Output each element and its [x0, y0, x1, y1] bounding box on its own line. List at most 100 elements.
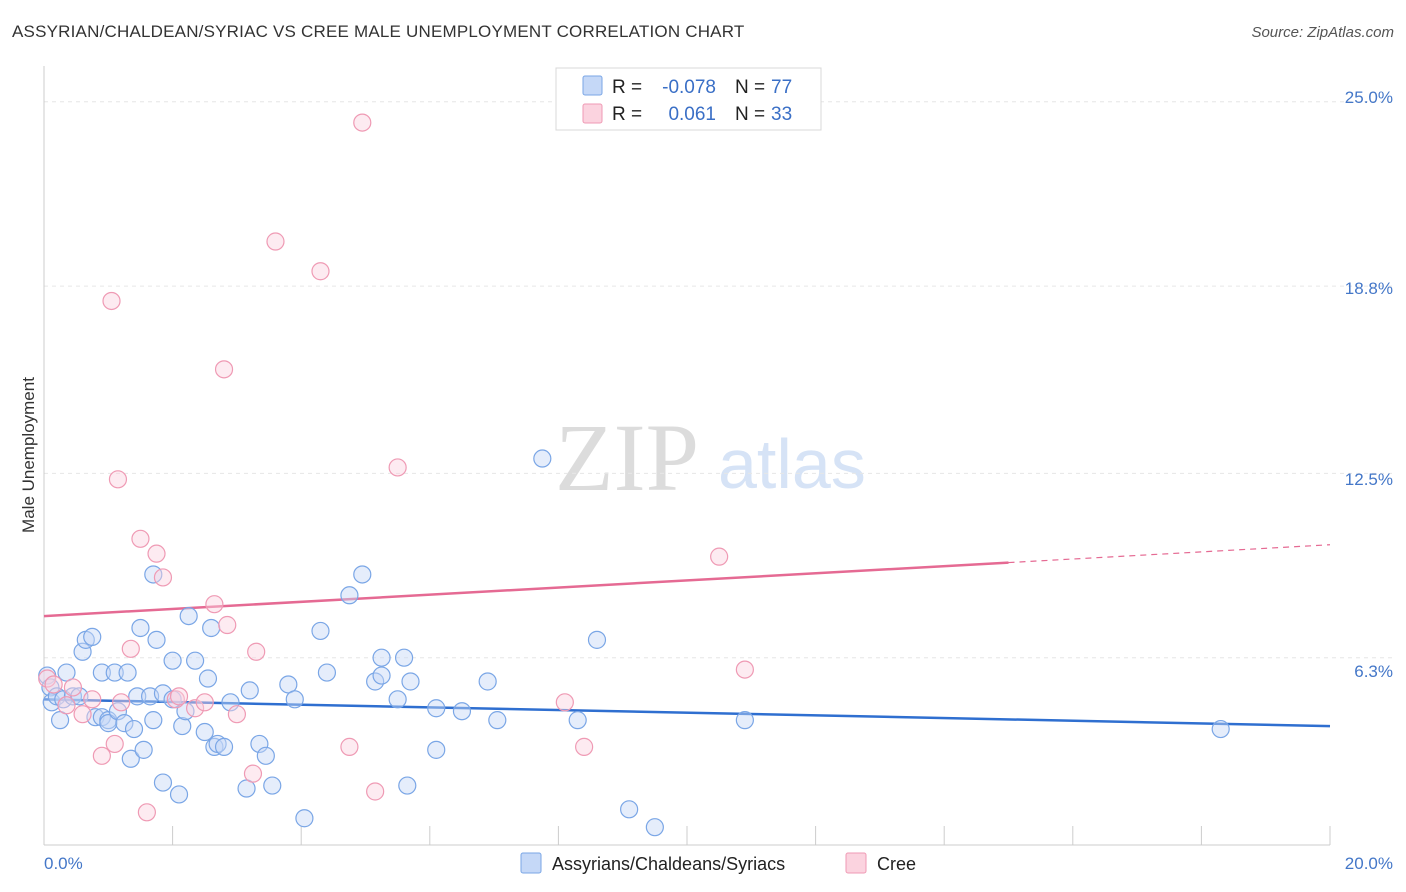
- data-point-pink-7: [102, 291, 121, 311]
- data-point-blue-11: [83, 627, 102, 646]
- data-point-pink-11: [121, 639, 140, 658]
- data-point-blue-73: [620, 800, 639, 819]
- data-point-blue-68: [478, 672, 497, 691]
- y-tick-label-25: 25.0%: [1345, 88, 1393, 107]
- data-point-blue-69: [488, 711, 507, 730]
- data-point-pink-30: [366, 782, 385, 801]
- data-point-pink-19: [195, 693, 214, 712]
- series-legend-label-pink: Cree: [877, 854, 916, 874]
- data-point-pink-23: [227, 705, 246, 724]
- data-point-pink-2: [57, 696, 76, 715]
- data-point-blue-52: [285, 690, 304, 709]
- data-point-pink-5: [83, 690, 102, 709]
- data-point-pink-33: [575, 737, 594, 756]
- data-point-blue-41: [202, 618, 221, 638]
- data-point-pink-26: [266, 232, 285, 251]
- data-point-blue-31: [153, 773, 173, 792]
- data-point-pink-6: [92, 746, 111, 765]
- data-point-blue-75: [735, 711, 754, 730]
- trend-line-pink: [43, 561, 1009, 618]
- legend-swatch-blue: [582, 75, 603, 96]
- data-point-blue-59: [372, 648, 391, 667]
- data-point-blue-67: [452, 702, 472, 721]
- data-point-blue-42: [205, 737, 224, 756]
- data-point-blue-34: [169, 785, 189, 804]
- axes: [43, 66, 1331, 846]
- legend-n-label-2: N =: [735, 104, 765, 125]
- y-tick-label-6-3: 6.3%: [1354, 662, 1393, 681]
- data-point-blue-57: [353, 565, 372, 584]
- data-point-blue-17: [105, 663, 124, 682]
- data-point-blue-39: [195, 722, 214, 742]
- data-point-pink-21: [214, 360, 234, 379]
- data-point-blue-62: [394, 648, 414, 667]
- data-point-blue-50: [263, 776, 282, 795]
- data-points: [38, 113, 1230, 837]
- trend-lines: [43, 544, 1331, 728]
- x-tick-label-max: 20.0%: [1345, 854, 1393, 873]
- legend-n-value-2: 33: [771, 104, 792, 125]
- data-point-blue-37: [179, 606, 198, 626]
- data-point-pink-32: [555, 693, 574, 712]
- legend-r-label-2: R =: [612, 104, 642, 125]
- data-point-pink-34: [710, 547, 729, 566]
- data-point-blue-61: [388, 690, 407, 709]
- y-tick-label-12-5: 12.5%: [1345, 470, 1393, 489]
- watermark-atlas: atlas: [718, 425, 866, 503]
- data-point-pink-9: [108, 470, 128, 489]
- data-point-pink-12: [131, 529, 150, 548]
- y-tick-label-18-8: 18.8%: [1345, 279, 1393, 298]
- data-point-blue-60: [372, 666, 391, 685]
- data-point-blue-2: [42, 693, 61, 712]
- data-point-pink-3: [63, 678, 83, 697]
- data-point-blue-56: [340, 586, 359, 605]
- data-point-pink-8: [105, 734, 124, 754]
- data-point-pink-24: [243, 764, 263, 783]
- series-legend: Assyrians/Chaldeans/Syriacs Cree: [520, 852, 916, 874]
- data-point-pink-16: [166, 690, 185, 709]
- legend-n-value-1: 77: [771, 77, 792, 98]
- data-point-blue-38: [186, 651, 205, 670]
- data-point-pink-1: [44, 675, 63, 694]
- legend-r-value-2: 0.061: [668, 104, 716, 125]
- data-point-pink-10: [112, 693, 131, 712]
- data-point-pink-25: [247, 642, 266, 661]
- data-point-blue-71: [568, 711, 587, 730]
- legend-n-label-1: N =: [735, 77, 765, 98]
- watermark-zip: ZIP: [555, 404, 699, 511]
- data-point-pink-18: [186, 699, 205, 718]
- data-point-blue-23: [128, 687, 147, 706]
- data-point-blue-22: [124, 719, 144, 739]
- series-legend-swatch-blue: [520, 852, 542, 874]
- data-point-blue-66: [427, 740, 446, 759]
- data-point-pink-29: [353, 113, 372, 132]
- y-axis-label: Male Unemployment: [19, 377, 38, 533]
- data-point-blue-28: [144, 711, 163, 730]
- data-point-pink-27: [311, 262, 330, 281]
- data-point-blue-19: [115, 714, 134, 733]
- chart-title: ASSYRIAN/CHALDEAN/SYRIAC VS CREE MALE UN…: [12, 22, 745, 41]
- data-point-blue-72: [587, 630, 607, 649]
- data-point-blue-16: [99, 714, 118, 733]
- watermark: ZIP atlas: [555, 404, 866, 511]
- data-point-blue-24: [131, 618, 150, 638]
- chart-source: Source: ZipAtlas.com: [1251, 24, 1394, 41]
- data-point-blue-55: [317, 663, 337, 682]
- data-point-blue-74: [645, 818, 664, 837]
- data-point-pink-15: [153, 568, 173, 587]
- stats-legend: R = -0.078 N = 77 R = 0.061 N = 33: [555, 67, 822, 131]
- data-point-pink-22: [218, 615, 237, 635]
- gridlines: [44, 101, 1393, 659]
- legend-r-value-1: -0.078: [662, 77, 716, 98]
- data-point-blue-63: [398, 776, 417, 795]
- data-point-pink-20: [205, 595, 224, 614]
- data-point-blue-21: [121, 749, 140, 768]
- data-point-blue-76: [1211, 719, 1230, 739]
- data-point-blue-40: [198, 669, 218, 688]
- data-point-blue-29: [147, 630, 166, 649]
- series-legend-swatch-pink: [845, 852, 867, 874]
- data-point-blue-9: [73, 642, 92, 661]
- data-point-pink-31: [388, 458, 407, 477]
- trend-line-blue: [43, 698, 1331, 728]
